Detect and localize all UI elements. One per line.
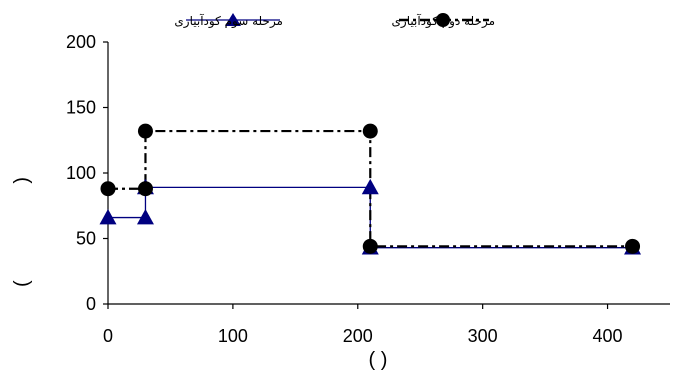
series-2-point	[100, 181, 116, 197]
y-tick-label: 100	[66, 163, 96, 183]
y-tick-label: 200	[66, 32, 96, 52]
legend-series-1-marker	[225, 13, 241, 26]
x-tick-label: 400	[593, 326, 623, 346]
x-ticks: 0 100 200 300 400	[103, 304, 623, 346]
series-2-line	[108, 129, 633, 248]
y-axis-label-group: ( )	[11, 177, 33, 287]
y-ticks: 0 50 100 150 200	[66, 32, 108, 314]
y-tick-label: 0	[86, 294, 96, 314]
y-tick-label: 150	[66, 98, 96, 118]
series-1-point	[99, 209, 117, 225]
series-2-point	[362, 123, 378, 139]
series-1-point	[361, 178, 379, 195]
series-1-line	[108, 186, 633, 249]
legend-series-2-marker	[436, 13, 450, 27]
series-2-point	[137, 181, 153, 197]
x-tick-label: 0	[103, 326, 113, 346]
x-tick-label: 300	[468, 326, 498, 346]
legend-series-2-label: مرحله دوم كودآبياری	[392, 13, 495, 29]
series-2-point	[137, 123, 153, 139]
x-tick-label: 100	[218, 326, 248, 346]
x-tick-label: 200	[343, 326, 373, 346]
series-2-point	[362, 238, 378, 254]
x-axis-label: ( )	[369, 349, 388, 371]
y-tick-label: 50	[76, 229, 96, 249]
legend: مرحله سوم كودآبياری مرحله دوم كودآبياری	[174, 13, 495, 29]
y-axis-label: ( )	[11, 177, 33, 287]
series-1-point	[136, 209, 154, 225]
legend-series-1-label: مرحله سوم كودآبياری	[174, 13, 283, 29]
series-2-point	[625, 238, 641, 254]
series-layer	[99, 123, 642, 255]
